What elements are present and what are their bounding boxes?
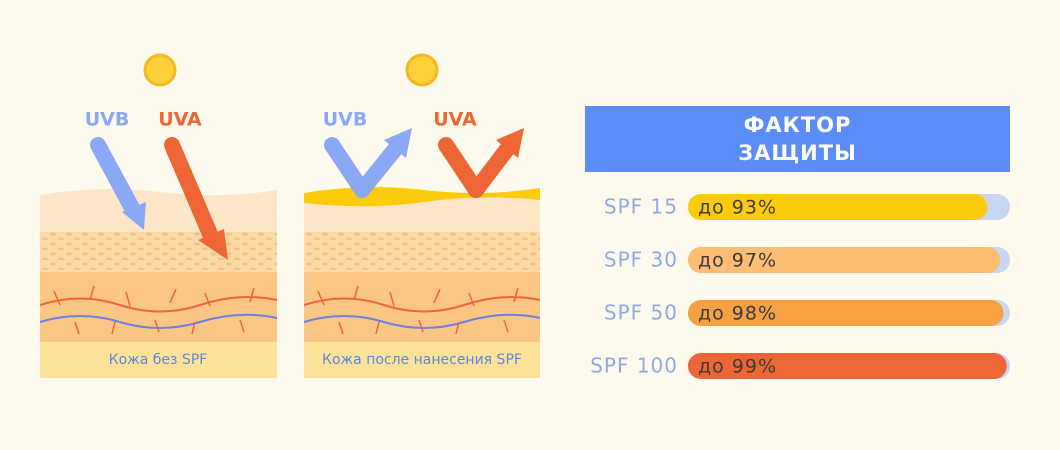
skin-panel [303, 53, 541, 378]
bar-chart: SPF 15 до 93% SPF 30 до 97% SPF 50 до 98% SPF … [590, 194, 1010, 379]
skin-panel [39, 53, 278, 378]
uv-label: UVA [433, 109, 477, 131]
uv-label: UVB [323, 109, 368, 131]
value-label: до 97% [698, 250, 777, 272]
bar [688, 353, 1007, 379]
value-label: до 99% [698, 356, 777, 378]
category-label: SPF 15 [604, 195, 678, 219]
bar [688, 247, 1001, 273]
caption: Кожа без SPF [109, 352, 208, 368]
value-label: до 98% [698, 303, 777, 325]
category-label: SPF 30 [604, 248, 678, 272]
caption: Кожа после нанесения SPF [322, 352, 522, 368]
chart-title-box: ФАКТОР ЗАЩИТЫ [585, 106, 1010, 172]
uv-label: UVB [85, 109, 130, 131]
chart-title: ФАКТОР ЗАЩИТЫ [738, 113, 857, 165]
category-label: SPF 50 [604, 301, 678, 325]
category-label: SPF 100 [590, 354, 678, 378]
bar [688, 300, 1004, 326]
bar [688, 194, 988, 220]
uv-label: UVA [158, 109, 202, 131]
value-label: до 93% [698, 197, 777, 219]
